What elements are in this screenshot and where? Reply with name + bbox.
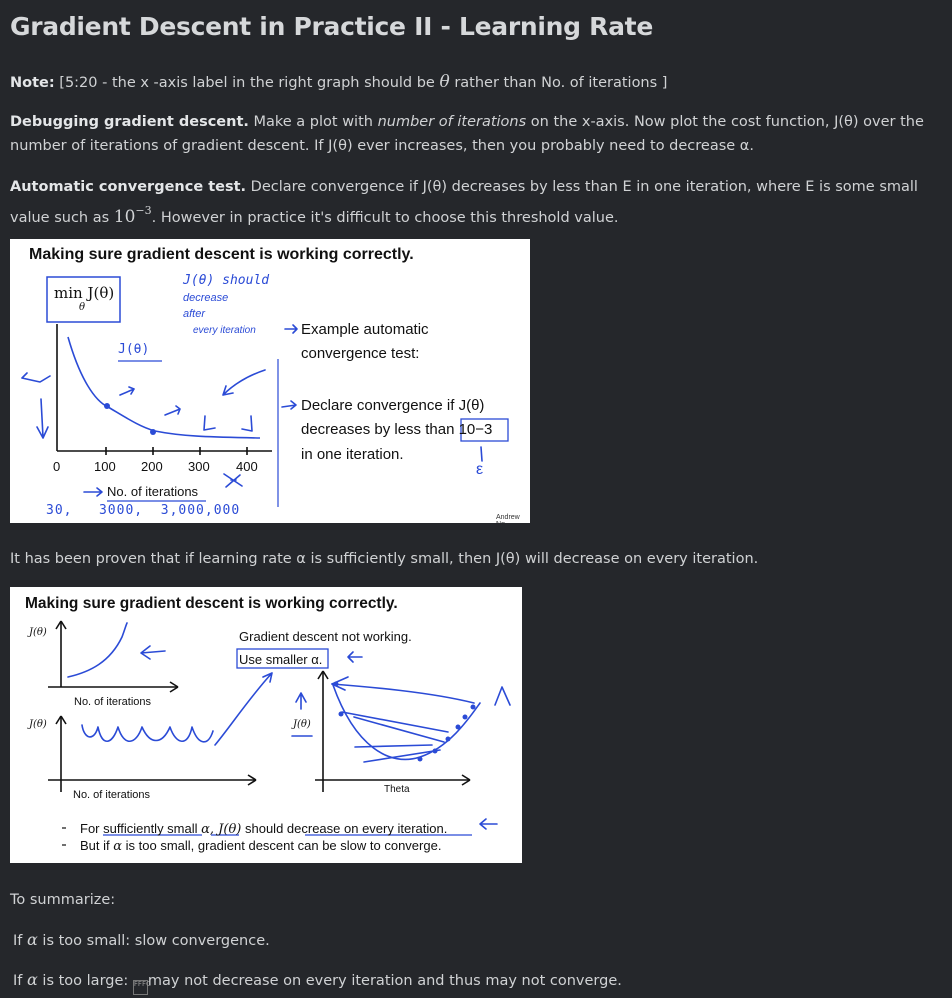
slide2-theta-label: Theta	[384, 784, 410, 795]
automatic-base: 10	[113, 207, 136, 227]
summary-small: If α is too small: slow convergence.	[13, 928, 943, 953]
slide1-curve-label: J(θ)	[118, 342, 150, 357]
page-title: Gradient Descent in Practice II - Learni…	[10, 12, 653, 41]
automatic-exp: −3	[135, 204, 152, 217]
slide1-tick-0: 0	[53, 459, 61, 474]
slide1-example-line2: convergence test:	[301, 345, 420, 362]
summary-small-post: is too small: slow convergence.	[37, 933, 270, 949]
summary-large-post: may not decrease on every iteration and …	[147, 973, 622, 989]
slide1-tick-400: 400	[236, 459, 258, 474]
note-paragraph: Note: [5:20 - the x -axis label in the r…	[10, 70, 940, 95]
slide2-title: Making sure gradient descent is working …	[25, 595, 398, 612]
proven-paragraph: It has been proven that if learning rate…	[10, 551, 759, 567]
slide2-drawing	[48, 620, 511, 846]
summary-large-pre: If	[13, 973, 27, 989]
slide2-bullet1-mid: α, J(θ)	[201, 822, 242, 837]
slide2-bullet2-mid: α	[113, 839, 123, 854]
slide1-annot-after: after	[183, 308, 206, 320]
slide1-declare-line3: in one iteration.	[301, 446, 404, 463]
note-label: Note:	[10, 75, 55, 91]
automatic-paragraph: Automatic convergence test. Declare conv…	[10, 175, 940, 230]
slide2-xlabel-bottom: No. of iterations	[73, 789, 151, 801]
slide1-annot-decrease: decrease	[183, 292, 229, 304]
slide2-bullet1-post: should decrease on every iteration.	[241, 821, 448, 836]
slide1-tick-300: 300	[188, 459, 210, 474]
slide2-bullet2: But if α is too small, gradient descent …	[80, 838, 441, 854]
slide1-declare-line2: decreases by less than 10−3	[301, 421, 493, 438]
slide2-bullet1: For sufficiently small α, J(θ) should de…	[80, 821, 447, 837]
slide2-xlabel-top: No. of iterations	[74, 696, 152, 708]
debugging-emph: number of iterations	[377, 114, 527, 130]
debugging-paragraph: Debugging gradient descent. Make a plot …	[10, 110, 940, 158]
slide1-title: Making sure gradient descent is working …	[29, 246, 414, 263]
debugging-label: Debugging gradient descent.	[10, 114, 249, 130]
slide1-example-line1: Example automatic	[301, 321, 429, 338]
slide1-drawing	[21, 276, 509, 507]
slide-convergence-test: Making sure gradient descent is working …	[10, 239, 530, 523]
slide2-bullet2-pre: But if	[80, 838, 114, 853]
slide2-not-working: Gradient descent not working.	[239, 629, 412, 644]
summary-small-pre: If	[13, 933, 27, 949]
slide1-hand-numbers: 30, 3000, 3,000,000	[46, 503, 241, 518]
automatic-text1: Declare convergence if J(θ) decreases by…	[10, 179, 918, 226]
slide2-j-label-top: J(θ)	[29, 627, 47, 638]
note-text-before: [5:20 - the x -axis label in the right g…	[54, 75, 440, 91]
summary-large-alpha: α	[27, 970, 38, 989]
summary-large-glyph: FFFC	[132, 980, 151, 995]
slide2-use-smaller: Use smaller α.	[239, 652, 323, 667]
slide1-min-label: min J(θ)	[54, 284, 115, 302]
slide1-tick-100: 100	[94, 459, 116, 474]
slide1-min-sub: θ	[79, 302, 86, 313]
automatic-text2: . However in practice it's difficult to …	[151, 210, 619, 226]
summary-large: If α is too large: FFFCmay not decrease …	[13, 968, 943, 995]
slide2-j-label-bowl: J(θ)	[293, 719, 311, 730]
slide1-annot-every: every iteration	[193, 325, 256, 336]
summary-intro: To summarize:	[10, 892, 116, 908]
slide2-bullet1-pre: For sufficiently small	[80, 821, 202, 836]
slide1-declare-line1: Declare convergence if J(θ)	[301, 397, 485, 414]
debugging-text2: on the x-axis. Now plot the cost functio…	[10, 114, 924, 154]
slide2-j-label-mid: J(θ)	[29, 719, 47, 730]
slide1-tick-200: 200	[141, 459, 163, 474]
slide-learning-rate: Making sure gradient descent is working …	[10, 587, 522, 863]
slide1-epsilon: ε	[476, 461, 484, 478]
summary-large-mid: is too large:	[37, 973, 133, 989]
slide1-xlabel: No. of iterations	[107, 484, 199, 499]
automatic-label: Automatic convergence test.	[10, 179, 247, 195]
slide1-annot-should: J(θ) should	[183, 273, 270, 288]
slide2-bullet2-post: is too small, gradient descent can be sl…	[122, 838, 442, 853]
summary-small-alpha: α	[27, 930, 38, 949]
note-text-after: rather than No. of iterations ]	[449, 75, 668, 91]
slide1-credit: Andrew Ng	[496, 514, 520, 523]
debugging-text1: Make a plot with	[248, 114, 378, 130]
note-theta: θ	[439, 72, 450, 92]
